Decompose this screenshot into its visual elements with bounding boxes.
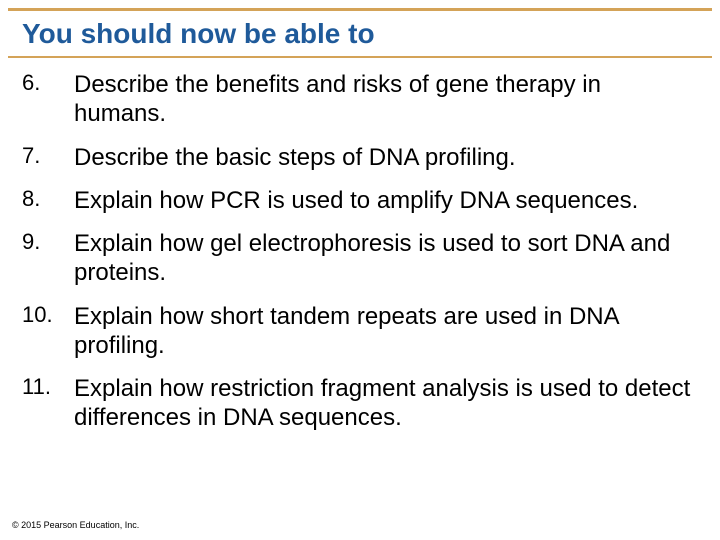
item-number: 6. — [22, 70, 74, 97]
item-text: Explain how PCR is used to amplify DNA s… — [74, 186, 698, 215]
item-number: 7. — [22, 143, 74, 170]
list-item: 7. Describe the basic steps of DNA profi… — [22, 143, 698, 172]
item-number: 8. — [22, 186, 74, 213]
page-title: You should now be able to — [22, 18, 698, 50]
item-text: Describe the basic steps of DNA profilin… — [74, 143, 698, 172]
item-text: Explain how restriction fragment analysi… — [74, 374, 698, 433]
list-item: 6. Describe the benefits and risks of ge… — [22, 70, 698, 129]
item-text: Describe the benefits and risks of gene … — [74, 70, 698, 129]
item-text: Explain how short tandem repeats are use… — [74, 302, 698, 361]
list-item: 10. Explain how short tandem repeats are… — [22, 302, 698, 361]
item-number: 9. — [22, 229, 74, 256]
list-item: 8. Explain how PCR is used to amplify DN… — [22, 186, 698, 215]
item-number: 10. — [22, 302, 74, 329]
item-number: 11. — [22, 374, 74, 401]
top-rule — [8, 8, 712, 11]
item-text: Explain how gel electrophoresis is used … — [74, 229, 698, 288]
objectives-list: 6. Describe the benefits and risks of ge… — [22, 70, 698, 447]
list-item: 11. Explain how restriction fragment ana… — [22, 374, 698, 433]
list-item: 9. Explain how gel electrophoresis is us… — [22, 229, 698, 288]
title-underline — [8, 56, 712, 58]
copyright-text: © 2015 Pearson Education, Inc. — [12, 520, 139, 530]
